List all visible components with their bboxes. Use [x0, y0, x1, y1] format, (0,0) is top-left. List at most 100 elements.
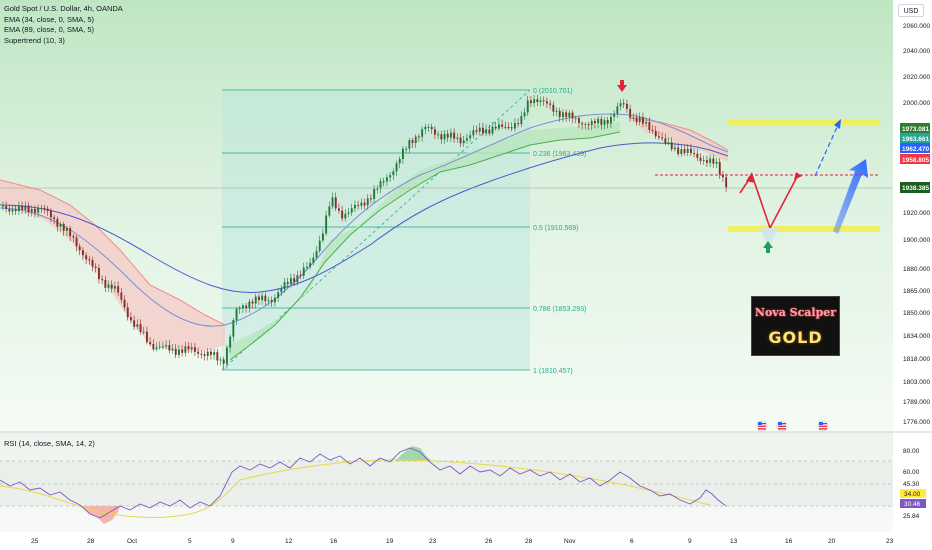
supply-zone[interactable]: [728, 119, 880, 125]
green-up-arrow-icon: [763, 241, 773, 253]
candle: [328, 206, 331, 216]
projection-path-red: [739, 173, 799, 231]
candle: [117, 286, 120, 293]
rsi-title[interactable]: RSI (14, close, SMA, 14, 2): [4, 439, 95, 448]
candle: [14, 209, 17, 212]
candle: [357, 204, 360, 206]
candle: [181, 349, 184, 353]
candle: [376, 188, 379, 190]
candle: [306, 266, 308, 268]
demand-highlight: [760, 228, 778, 242]
candle: [104, 280, 107, 288]
candle: [482, 127, 484, 134]
price-tick: 1803.000: [903, 379, 930, 386]
rsi-overbought-fill: [395, 446, 432, 461]
candle: [501, 124, 504, 127]
price-tick: 1865.000: [903, 288, 930, 295]
candle: [245, 305, 248, 308]
candle: [632, 117, 635, 119]
us-flag-icon[interactable]: [817, 420, 829, 432]
candle: [549, 103, 552, 105]
candle: [686, 148, 689, 153]
price-badges: 1973.081 1963.661 1962.470 1958.805 1938…: [900, 123, 930, 193]
candle: [226, 347, 228, 364]
candle: [203, 354, 206, 356]
candle: [494, 126, 497, 129]
candle: [178, 349, 180, 355]
time-tick: 23: [429, 538, 437, 545]
candle: [123, 299, 126, 308]
candle: [539, 100, 542, 103]
supertrend-down-band: [0, 180, 225, 352]
candle: [158, 346, 161, 348]
time-tick: 9: [231, 538, 235, 545]
candle: [642, 117, 644, 124]
candle: [472, 130, 475, 136]
candle: [46, 208, 49, 211]
demand-zone[interactable]: [728, 226, 880, 232]
candle: [523, 112, 526, 117]
candle: [584, 124, 587, 126]
candle: [507, 127, 510, 129]
candle: [542, 100, 545, 102]
candle: [414, 136, 417, 144]
candle: [408, 140, 411, 149]
candle: [130, 317, 132, 321]
time-tick: 28: [87, 538, 95, 545]
candle: [283, 282, 286, 290]
candle: [648, 122, 651, 130]
candle: [8, 209, 11, 212]
candle: [434, 129, 436, 135]
candle: [69, 228, 72, 237]
candle: [491, 126, 494, 134]
candle: [578, 118, 580, 124]
candle: [363, 202, 366, 206]
rsi-badge-label: 34.00: [904, 491, 921, 498]
symbol-title[interactable]: Gold Spot / U.S. Dollar, 4h, OANDA: [4, 4, 123, 13]
candle: [75, 237, 78, 247]
time-tick: 23: [886, 538, 894, 545]
price-axis[interactable]: 2060.000 2040.000 2020.000 2000.000 1920…: [903, 23, 930, 426]
us-flag-icon[interactable]: [756, 420, 768, 432]
indicator-ema89[interactable]: EMA (89, close, 0, SMA, 5): [4, 25, 95, 34]
ema-89-line: [0, 142, 729, 293]
candle: [427, 126, 430, 128]
candle: [34, 208, 36, 213]
candle: [619, 103, 622, 107]
rsi-pane[interactable]: 80.00 60.00 45.30 34.00 30.46 25.84: [0, 446, 926, 524]
candle: [133, 320, 136, 327]
candle: [533, 99, 536, 104]
candle: [667, 142, 670, 144]
candle: [110, 284, 113, 289]
candle: [616, 106, 619, 114]
candle: [366, 198, 369, 206]
rsi-badge-sma: [900, 489, 926, 498]
candle: [18, 205, 20, 212]
candle: [715, 161, 718, 164]
candle: [722, 174, 724, 178]
rsi-badge-label: 30.46: [904, 501, 921, 508]
candle: [274, 297, 276, 303]
candle: [222, 359, 225, 364]
indicator-supertrend[interactable]: Supertrend (10, 3): [4, 35, 65, 45]
candle: [370, 198, 372, 200]
indicator-ema34[interactable]: EMA (34, close, 0, SMA, 5): [4, 14, 95, 24]
currency-button[interactable]: USD: [898, 4, 924, 17]
candle: [661, 137, 664, 139]
candle: [670, 142, 673, 150]
candle: [658, 136, 660, 138]
us-flag-icon[interactable]: [776, 420, 788, 432]
time-axis[interactable]: 25 28 Oct 5 9 12 16 19 23 26 28 Nov 6 9 …: [31, 538, 894, 545]
candle: [184, 346, 187, 353]
price-tick: 2060.000: [903, 23, 930, 30]
candle: [437, 134, 440, 136]
supertrend-up-band: [228, 122, 620, 360]
candle: [590, 120, 593, 126]
candle: [475, 130, 478, 132]
candle: [120, 292, 123, 300]
rsi-tick: 80.00: [903, 448, 920, 455]
candle: [664, 138, 667, 144]
candle: [213, 352, 216, 355]
candle: [341, 210, 344, 219]
